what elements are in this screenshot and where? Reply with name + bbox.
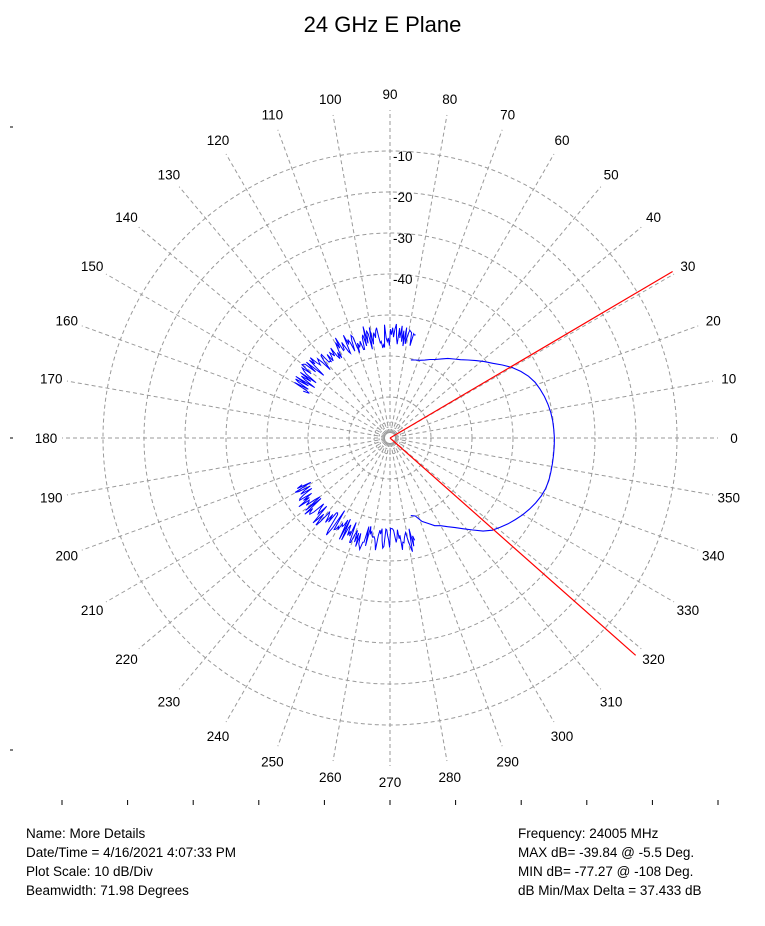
grid-spoke <box>225 442 388 723</box>
grid-spoke <box>178 186 388 435</box>
grid-spoke <box>392 153 555 434</box>
angle-tick-label: 170 <box>40 371 63 386</box>
grid-spoke <box>390 442 448 762</box>
grid-spoke <box>393 440 642 650</box>
grid-ring <box>266 314 514 562</box>
grid-spoke <box>66 380 386 438</box>
angle-tick-label: 110 <box>262 108 284 123</box>
angle-tick-label: 260 <box>319 770 342 785</box>
angle-tick-label: 340 <box>702 549 725 564</box>
grid-spoke <box>392 442 555 723</box>
angle-tick-label: 240 <box>207 729 230 744</box>
grid-spoke <box>392 186 602 435</box>
angle-tick-label: 70 <box>500 108 515 123</box>
info-delta: dB Min/Max Delta = 37.433 dB <box>518 883 702 898</box>
angle-tick-label: 270 <box>379 775 402 790</box>
angle-tick-label: 230 <box>158 695 181 710</box>
grid-spoke <box>332 442 390 762</box>
angle-tick-label: 40 <box>646 210 661 225</box>
grid-spoke <box>394 439 699 551</box>
angle-tick-label: 150 <box>81 259 104 274</box>
grid-spoke <box>178 441 388 690</box>
info-name: Name: More Details <box>26 826 146 841</box>
angle-tick-label: 20 <box>706 313 721 328</box>
grid-spokes <box>62 110 718 766</box>
info-frequency: Frequency: 24005 MHz <box>518 826 659 841</box>
angle-tick-label: 0 <box>730 431 738 446</box>
grid-spoke <box>332 114 390 434</box>
angle-tick-label: 210 <box>81 603 104 618</box>
angle-tick-label: 50 <box>604 167 619 182</box>
angle-tick-label: 190 <box>40 491 63 506</box>
grid-spoke <box>277 129 389 434</box>
grid-spoke <box>138 440 387 650</box>
db-tick-label: -10 <box>393 149 413 164</box>
grid-spoke <box>81 439 386 551</box>
grid-spoke <box>277 442 389 747</box>
angle-tick-label: 250 <box>261 754 284 769</box>
angle-tick-label: 310 <box>600 695 623 710</box>
grid-spoke <box>105 440 386 603</box>
angle-tick-label: 90 <box>382 87 397 102</box>
info-min-db: MIN dB= -77.27 @ -108 Deg. <box>518 864 694 879</box>
grid-spoke <box>390 114 448 434</box>
angle-tick-label: 160 <box>55 313 78 328</box>
db-labels: -10 -20 -30 -40 <box>393 149 413 287</box>
angle-tick-label: 300 <box>551 729 574 744</box>
side-ticks <box>10 126 719 805</box>
info-left-panel: Name: More Details Date/Time = 4/16/2021… <box>26 824 236 900</box>
angle-tick-label: 180 <box>35 431 58 446</box>
grid-spoke <box>81 325 386 437</box>
info-beamwidth: Beamwidth: 71.98 Degrees <box>26 883 189 898</box>
beamwidth-marker-line <box>389 271 673 439</box>
angle-tick-label: 280 <box>438 770 461 785</box>
angle-tick-label: 350 <box>718 491 741 506</box>
db-tick-label: -20 <box>393 190 413 205</box>
info-datetime: Date/Time = 4/16/2021 4:07:33 PM <box>26 845 237 860</box>
grid-spoke <box>105 273 386 436</box>
grid-spoke <box>392 441 602 690</box>
grid-spoke <box>394 273 675 436</box>
info-plot-scale: Plot Scale: 10 dB/Div <box>26 864 153 879</box>
grid-spoke <box>394 380 714 438</box>
series-layer <box>294 271 673 656</box>
grid-spoke <box>394 325 699 437</box>
angle-tick-label: 290 <box>496 754 519 769</box>
angle-tick-label: 220 <box>115 652 138 667</box>
db-tick-label: -40 <box>393 272 413 287</box>
info-right-panel: Frequency: 24005 MHz MAX dB= -39.84 @ -5… <box>518 824 701 900</box>
grid-spoke <box>394 440 675 603</box>
angle-tick-label: 140 <box>115 210 138 225</box>
beamwidth-marker-line <box>389 437 637 656</box>
grid-spoke <box>225 153 388 434</box>
main-lobe-trace <box>410 357 555 532</box>
angle-tick-label: 130 <box>158 167 181 182</box>
angle-tick-label: 30 <box>680 259 695 274</box>
grid-spoke <box>138 226 387 436</box>
angle-tick-label: 60 <box>554 133 569 148</box>
angle-tick-label: 10 <box>721 371 736 386</box>
angle-labels: 0 10 20 30 40 50 60 70 80 90 100 110 120 130 140 150 160… <box>35 87 740 790</box>
sidelobe-trace <box>294 481 416 552</box>
db-tick-label: -30 <box>393 231 413 246</box>
grid-spoke <box>393 226 642 436</box>
angle-tick-label: 100 <box>319 92 342 107</box>
chart-title: 24 GHz E Plane <box>303 12 462 37</box>
grid-spoke <box>391 442 503 747</box>
angle-tick-label: 330 <box>677 603 700 618</box>
grid-spoke <box>391 129 503 434</box>
angle-tick-label: 120 <box>207 133 230 148</box>
angle-tick-label: 200 <box>55 549 78 564</box>
grid-ring-center <box>378 426 402 450</box>
info-max-db: MAX dB= -39.84 @ -5.5 Deg. <box>518 845 695 860</box>
polar-plot: 0 10 20 30 40 50 60 70 80 90 100 110 120 130 140 150 160… <box>10 87 740 805</box>
angle-tick-label: 320 <box>642 652 665 667</box>
angle-tick-label: 80 <box>442 92 457 107</box>
grid-spoke <box>66 438 386 496</box>
grid-spoke <box>394 438 714 496</box>
sidelobe-trace <box>294 323 416 394</box>
